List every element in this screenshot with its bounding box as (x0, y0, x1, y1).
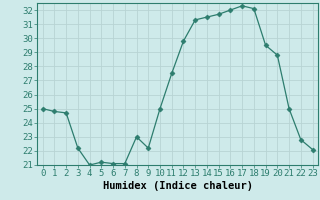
X-axis label: Humidex (Indice chaleur): Humidex (Indice chaleur) (103, 181, 252, 191)
